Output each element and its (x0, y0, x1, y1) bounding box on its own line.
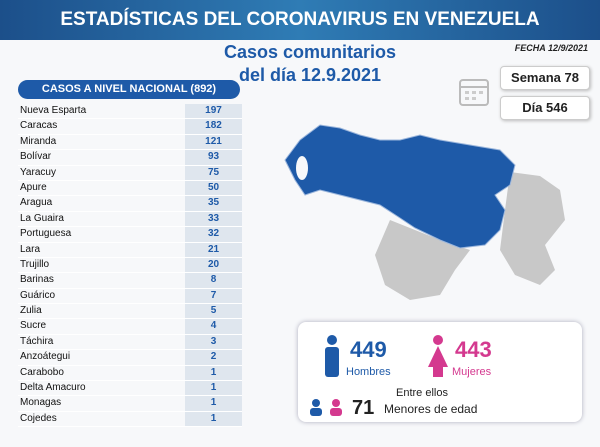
state-cases: 5 (185, 304, 242, 319)
state-cases: 32 (185, 227, 242, 242)
women-count: 443 (455, 337, 492, 362)
state-name: Portuguesa (20, 228, 72, 240)
table-row: Táchira 3 (18, 334, 242, 351)
state-name: Aragua (20, 197, 53, 209)
title: ESTADÍSTICAS DEL CORONAVIRUS EN VENEZUEL… (60, 9, 540, 30)
table-row: Aragua 35 (18, 196, 242, 212)
table-row: Bolívar 93 (18, 150, 242, 166)
minors-count: 71 (352, 397, 375, 419)
state-name: Trujillo (20, 258, 50, 270)
state-cases: 1 (185, 365, 242, 381)
day-badge: Día 546 (500, 96, 590, 120)
state-cases: 21 (185, 242, 242, 257)
table-row: Delta Amacuro 1 (18, 381, 242, 397)
among: Entre ellos (396, 387, 448, 399)
state-name: Carabobo (20, 366, 64, 378)
state-name: Barinas (20, 274, 54, 286)
state-name: Yaracuy (20, 166, 56, 178)
state-cases: 1 (185, 396, 242, 411)
state-cases: 4 (185, 319, 242, 334)
state-name: Sucre (20, 320, 47, 332)
state-name: Guárico (20, 289, 56, 301)
map (284, 124, 565, 300)
table-row: Anzoátegui 2 (18, 350, 242, 366)
table-row: Guárico 7 (18, 288, 242, 305)
state-cases: 182 (185, 119, 242, 134)
state-name: Caracas (20, 120, 58, 132)
state-cases: 2 (185, 350, 242, 365)
table-row: Caracas 182 (18, 119, 242, 135)
table-row: Trujillo 20 (18, 257, 242, 274)
state-cases: 8 (185, 273, 242, 288)
state-cases: 20 (185, 257, 242, 273)
state-cases: 3 (185, 334, 242, 350)
calendar-icon (459, 79, 489, 106)
state-name: Cojedes (20, 412, 57, 424)
state-name: Lara (20, 243, 41, 255)
week-badge: Semana 78 (500, 66, 590, 90)
table-row: Lara 21 (18, 242, 242, 258)
table-row: Miranda 121 (18, 134, 242, 151)
state-cases: 75 (185, 165, 242, 180)
state-cases: 93 (185, 150, 242, 165)
men-count: 449 (350, 337, 387, 362)
minors-icon (310, 399, 342, 416)
table-row: Sucre 4 (18, 319, 242, 335)
table-row: Carabobo 1 (18, 365, 242, 382)
state-cases: 7 (185, 288, 242, 304)
state-name: Táchira (20, 335, 54, 347)
table-row: Apure 50 (18, 180, 242, 197)
table-row: Portuguesa 32 (18, 227, 242, 243)
state-cases: 35 (185, 196, 242, 211)
table-row: Barinas 8 (18, 273, 242, 289)
state-name: Delta Amacuro (20, 382, 86, 394)
table-row: Monagas 1 (18, 396, 242, 412)
date: FECHA 12/9/2021 (514, 43, 588, 53)
men-label: Hombres (346, 366, 391, 378)
state-name: Zulia (20, 305, 42, 317)
women-label: Mujeres (452, 366, 492, 378)
state-name: Monagas (20, 397, 62, 409)
state-name: Miranda (20, 135, 57, 147)
table-row: Yaracuy 75 (18, 165, 242, 181)
subtitle: del día 12.9.2021 (238, 65, 382, 85)
state-cases: 33 (185, 211, 242, 227)
table-row: La Guaira 33 (18, 211, 242, 228)
table-title: CASOS A NIVEL NACIONAL (892) (18, 80, 240, 99)
state-name: Bolívar (20, 151, 52, 163)
subtitle: Casos comunitarios (223, 42, 397, 62)
state-cases: 50 (185, 180, 242, 196)
state-name: Anzoátegui (20, 351, 71, 363)
table-row: Nueva Esparta 197 (18, 104, 242, 120)
state-cases: 1 (185, 411, 242, 427)
woman-icon (428, 335, 448, 377)
table-row: Cojedes 1 (18, 411, 242, 428)
state-name: Nueva Esparta (20, 105, 87, 116)
state-name: Apure (20, 181, 47, 193)
minors-label: Menores de edad (384, 402, 478, 416)
state-cases: 197 (185, 104, 242, 119)
table: Nueva Esparta 197 Caracas 182 Miranda 121 Bolí… (18, 104, 242, 428)
banner (0, 0, 600, 40)
state-cases: 1 (185, 381, 242, 396)
state-name: La Guaira (20, 212, 64, 224)
man-icon (325, 335, 339, 377)
table-row: Zulia 5 (18, 304, 242, 320)
state-cases: 121 (185, 134, 242, 150)
